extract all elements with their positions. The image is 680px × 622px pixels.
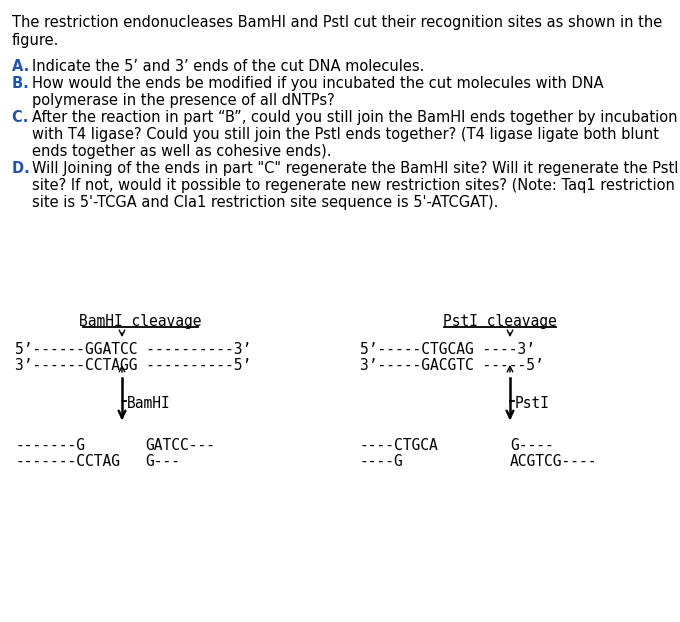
Text: C.: C. (12, 110, 33, 125)
Text: PstI: PstI (515, 396, 550, 411)
Text: polymerase in the presence of all dNTPs?: polymerase in the presence of all dNTPs? (32, 93, 335, 108)
Text: ACGTCG----: ACGTCG---- (510, 454, 598, 469)
Text: -------CCTAG: -------CCTAG (15, 454, 120, 469)
Text: site is 5'-TCGA and Cla1 restriction site sequence is 5'-ATCGAT).: site is 5'-TCGA and Cla1 restriction sit… (32, 195, 498, 210)
Text: site? If not, would it possible to regenerate new restriction sites? (Note: Taq1: site? If not, would it possible to regen… (32, 178, 675, 193)
Text: with T4 ligase? Could you still join the PstI ends together? (T4 ligase ligate b: with T4 ligase? Could you still join the… (32, 127, 659, 142)
Text: BamHI cleavage: BamHI cleavage (79, 314, 201, 329)
Text: A.: A. (12, 59, 35, 74)
Text: B.: B. (12, 76, 34, 91)
Text: ----CTGCA: ----CTGCA (360, 438, 439, 453)
Text: PstI cleavage: PstI cleavage (443, 314, 557, 329)
Text: G---: G--- (145, 454, 180, 469)
Text: ----G: ----G (360, 454, 404, 469)
Text: Will Joining of the ends in part "C" regenerate the BamHI site? Will it regenera: Will Joining of the ends in part "C" reg… (32, 161, 679, 176)
Text: figure.: figure. (12, 33, 59, 48)
Text: The restriction endonucleases BamHI and PstI cut their recognition sites as show: The restriction endonucleases BamHI and … (12, 15, 662, 30)
Text: GATCC---: GATCC--- (145, 438, 215, 453)
Text: -------G: -------G (15, 438, 85, 453)
Text: 3’------CCTAGG ----------5’: 3’------CCTAGG ----------5’ (15, 358, 251, 373)
Text: Indicate the 5’ and 3’ ends of the cut DNA molecules.: Indicate the 5’ and 3’ ends of the cut D… (32, 59, 424, 74)
Text: D.: D. (12, 161, 35, 176)
Text: 5’------GGATCC ----------3’: 5’------GGATCC ----------3’ (15, 342, 251, 357)
Text: How would the ends be modified if you incubated the cut molecules with DNA: How would the ends be modified if you in… (32, 76, 604, 91)
Text: BamHI: BamHI (127, 396, 171, 411)
Text: G----: G---- (510, 438, 554, 453)
Text: 5’-----CTGCAG ----3’: 5’-----CTGCAG ----3’ (360, 342, 535, 357)
Text: ends together as well as cohesive ends).: ends together as well as cohesive ends). (32, 144, 332, 159)
Text: 3’-----GACGTC -----5’: 3’-----GACGTC -----5’ (360, 358, 544, 373)
Text: After the reaction in part “B”, could you still join the BamHI ends together by : After the reaction in part “B”, could yo… (32, 110, 677, 125)
